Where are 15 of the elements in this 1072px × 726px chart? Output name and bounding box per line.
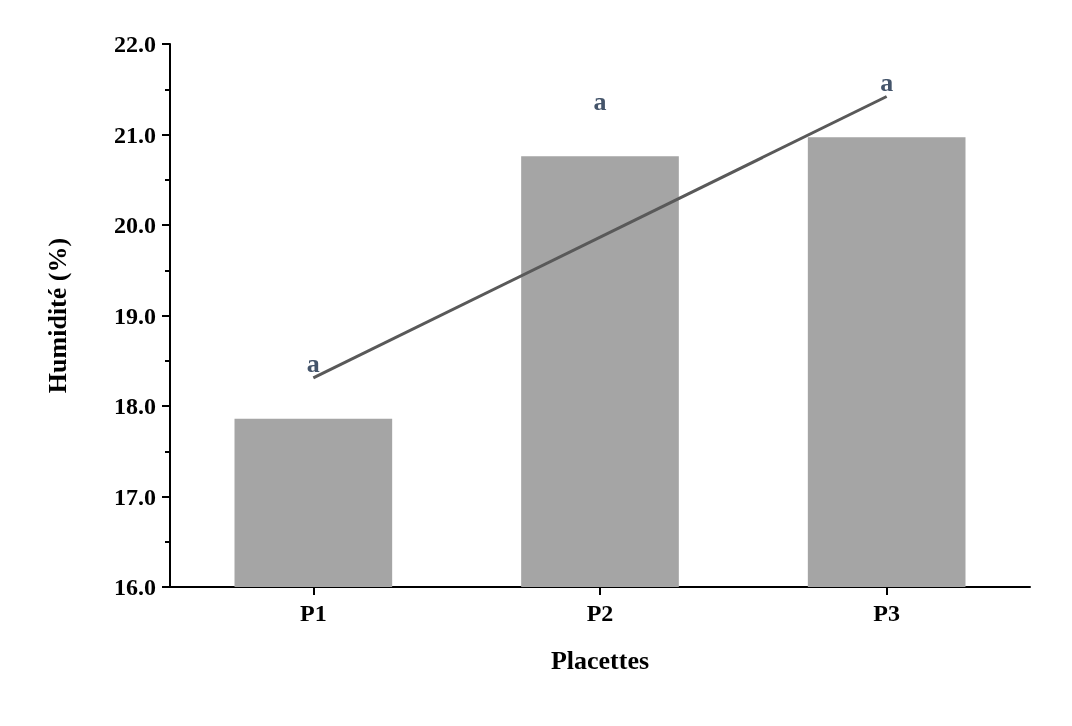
x-tick-label: P1 — [300, 600, 327, 626]
y-tick-label: 20.0 — [114, 212, 156, 238]
x-axis-title: Placettes — [550, 645, 650, 675]
y-tick-label: 21.0 — [114, 121, 156, 148]
annotation: a — [593, 86, 607, 116]
y-tick-label: 18.0 — [114, 393, 156, 419]
annotation: a — [306, 349, 320, 379]
y-axis-title: Humidité (%) — [42, 237, 72, 394]
y-tick-label: 17.0 — [114, 483, 156, 510]
y-tick-label: 22.0 — [114, 31, 156, 57]
annotation: a — [880, 67, 894, 97]
x-tick-label: P2 — [586, 600, 614, 626]
y-tick-label: 19.0 — [114, 302, 156, 329]
y-tick-label: 16.0 — [114, 574, 156, 600]
x-tick-label: P3 — [873, 600, 900, 626]
